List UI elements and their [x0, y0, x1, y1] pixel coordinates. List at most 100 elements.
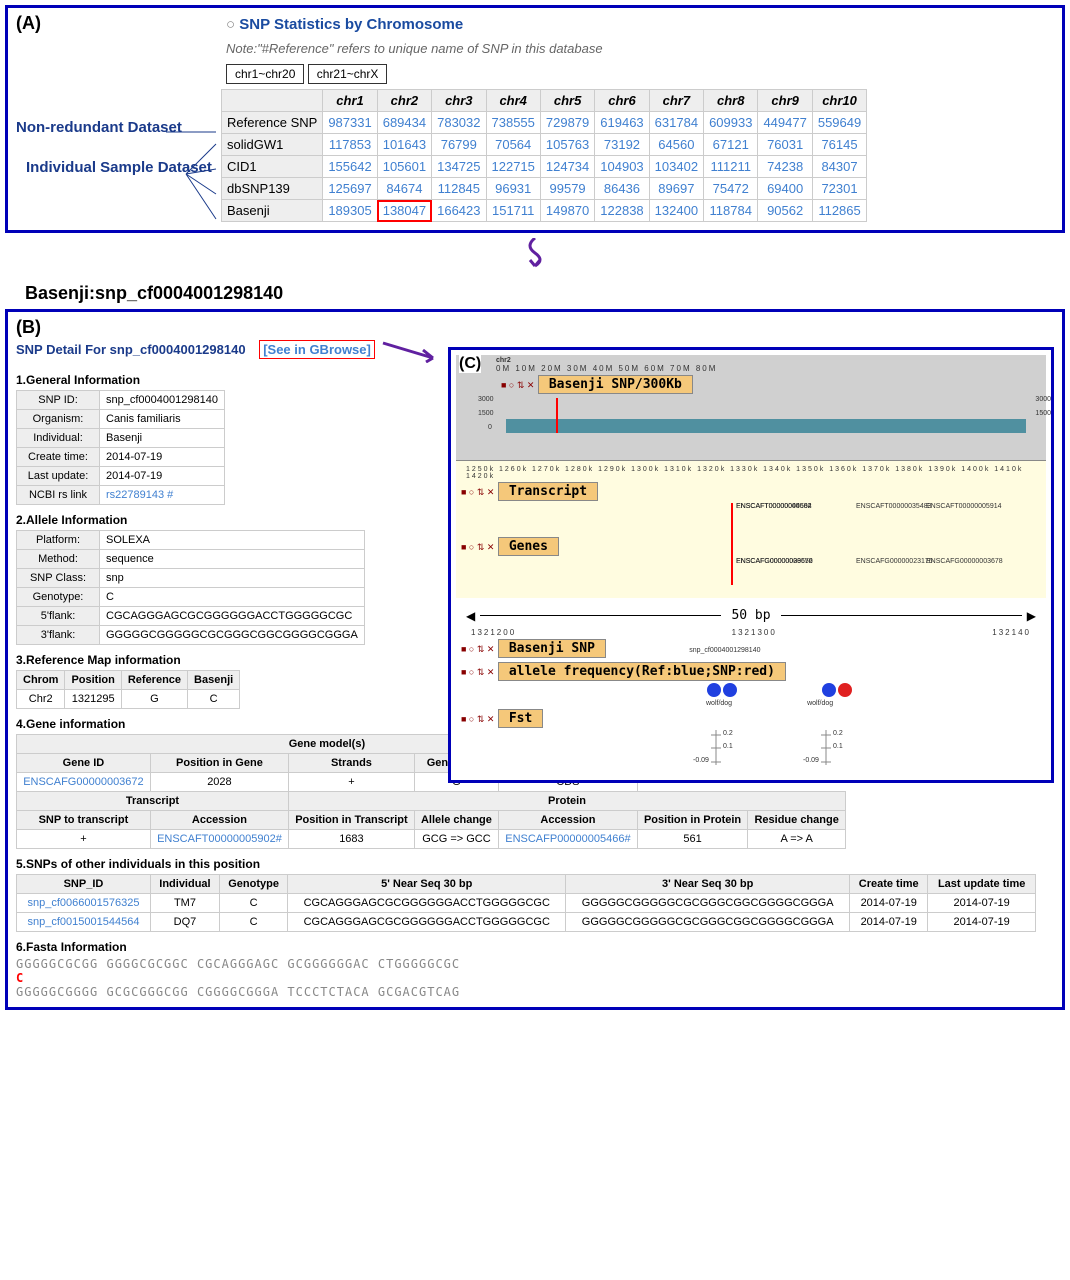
snp-count-link[interactable]: 987331	[323, 112, 377, 134]
col-header: Reference	[121, 671, 187, 690]
snp-link[interactable]: snp_cf0066001576325	[17, 894, 151, 913]
snp-count-link[interactable]: 111211	[704, 156, 758, 178]
snp-count-link[interactable]: 166423	[432, 200, 486, 222]
chr-header: chr7	[649, 90, 703, 112]
snp-marker-label[interactable]: snp_cf0004001298140	[689, 647, 760, 654]
gbrowse-overview[interactable]: chr2 0M 10M 20M 30M 40M 50M 60M 70M 80M …	[456, 355, 1046, 461]
snp-count-link[interactable]: 609933	[704, 112, 758, 134]
gene-link[interactable]: ENSCAFG00000003672	[17, 773, 151, 792]
snp-count-link[interactable]: 99579	[540, 178, 594, 200]
field-label: Platform:	[17, 531, 100, 550]
field-label: Organism:	[17, 410, 100, 429]
cell: 2028	[150, 773, 288, 792]
snp-count-link[interactable]: 122838	[595, 200, 649, 222]
snp-count-link[interactable]: 76031	[758, 134, 812, 156]
snp-count-link[interactable]: 90562	[758, 200, 812, 222]
snp-count-link[interactable]: 105601	[377, 156, 431, 178]
scroll-left-icon[interactable]: ◀	[466, 609, 475, 623]
track-genes[interactable]: Genes	[498, 537, 559, 556]
snp-count-link[interactable]: 72301	[812, 178, 866, 200]
snp-count-link[interactable]: 689434	[377, 112, 431, 134]
track-controls-icon[interactable]: ■ ○ ⇅ ✕	[461, 542, 494, 552]
table-row: SNP Class:snp	[17, 569, 365, 588]
chr-header: chr10	[812, 90, 866, 112]
snp-count-link[interactable]: 112845	[432, 178, 486, 200]
cell: G	[121, 690, 187, 709]
gbrowse-link[interactable]: [See in GBrowse]	[259, 340, 375, 359]
snp-count-link[interactable]: 74238	[758, 156, 812, 178]
snp-count-link[interactable]: 96931	[486, 178, 540, 200]
gbrowse-detail[interactable]: ◀ 50 bp ▶ 13212001321300132140 ■ ○ ⇅ ✕ B…	[456, 598, 1046, 775]
field-value: snp_cf0004001298140	[100, 391, 225, 410]
table-row: CID1155642105601134725122715124734104903…	[222, 156, 867, 178]
track-basenji-snp[interactable]: Basenji SNP	[498, 639, 606, 658]
snp-count-link[interactable]: 125697	[323, 178, 377, 200]
snp-count-link[interactable]: 75472	[704, 178, 758, 200]
track-controls-icon[interactable]: ■ ○ ⇅ ✕	[461, 487, 494, 497]
track-fst[interactable]: Fst	[498, 709, 543, 728]
ref-dot-icon	[707, 683, 721, 697]
scroll-right-icon[interactable]: ▶	[1027, 609, 1036, 623]
snp-count-link[interactable]: 103402	[649, 156, 703, 178]
snp-count-link[interactable]: 112865	[812, 200, 866, 222]
snp-count-link[interactable]: 69400	[758, 178, 812, 200]
snp-count-link[interactable]: 449477	[758, 112, 812, 134]
snp-count-link[interactable]: 67121	[704, 134, 758, 156]
snp-count-link[interactable]: 73192	[595, 134, 649, 156]
snp-count-link[interactable]: 84674	[377, 178, 431, 200]
snp-count-link[interactable]: 122715	[486, 156, 540, 178]
track-controls-icon[interactable]: ■ ○ ⇅ ✕	[461, 667, 494, 677]
snp-count-link[interactable]: 134725	[432, 156, 486, 178]
snp-count-link[interactable]: 101643	[377, 134, 431, 156]
snp-count-link[interactable]: 619463	[595, 112, 649, 134]
track-controls-icon[interactable]: ■ ○ ⇅ ✕	[501, 380, 534, 390]
accession-link[interactable]: ENSCAFP00000005466#	[499, 830, 638, 849]
snp-count-link[interactable]: 84307	[812, 156, 866, 178]
track-controls-icon[interactable]: ■ ○ ⇅ ✕	[461, 644, 494, 654]
snp-count-link[interactable]: 70564	[486, 134, 540, 156]
snp-count-link[interactable]: 118784	[704, 200, 758, 222]
snp-count-link[interactable]: 89697	[649, 178, 703, 200]
snp-count-link[interactable]: 64560	[649, 134, 703, 156]
snp-count-link[interactable]: 149870	[540, 200, 594, 222]
snp-count-link[interactable]: 151711	[486, 200, 540, 222]
track-controls-icon[interactable]: ■ ○ ⇅ ✕	[461, 714, 494, 724]
accession-link[interactable]: ENSCAFT00000005902#	[150, 830, 288, 849]
field-label: 5'flank:	[17, 607, 100, 626]
snp-count-link[interactable]: 189305	[323, 200, 377, 222]
cell: 561	[637, 830, 748, 849]
snp-count-link[interactable]: 86436	[595, 178, 649, 200]
col-header: Residue change	[748, 811, 846, 830]
snp-count-link[interactable]: 117853	[323, 134, 377, 156]
tab-chr21-x[interactable]: chr21~chrX	[308, 64, 388, 84]
snp-count-link[interactable]: 76799	[432, 134, 486, 156]
snp-count-link[interactable]: 738555	[486, 112, 540, 134]
snp-count-link[interactable]: 138047	[377, 200, 431, 222]
chr-range-tabs: chr1~chr20 chr21~chrX	[226, 64, 1054, 84]
track-transcript[interactable]: Transcript	[498, 482, 598, 501]
cell: DQ7	[150, 913, 219, 932]
col-header: Create time	[850, 875, 928, 894]
snp-link[interactable]: snp_cf0015001544564	[17, 913, 151, 932]
gbrowse-region[interactable]: 1250k 1260k 1270k 1280k 1290k 1300k 1310…	[456, 461, 1046, 598]
flow-arrow-icon	[5, 238, 1065, 275]
snp-count-link[interactable]: 155642	[323, 156, 377, 178]
cell: 1321295	[65, 690, 121, 709]
tab-chr1-20[interactable]: chr1~chr20	[226, 64, 304, 84]
section-5-header: 5.SNPs of other individuals in this posi…	[16, 857, 1054, 871]
snp-count-link[interactable]: 132400	[649, 200, 703, 222]
snp-count-link[interactable]: 783032	[432, 112, 486, 134]
snp-count-link[interactable]: 105763	[540, 134, 594, 156]
snp-count-link[interactable]: 631784	[649, 112, 703, 134]
snp-count-link[interactable]: 76145	[812, 134, 866, 156]
snp-count-link[interactable]: 559649	[812, 112, 866, 134]
track-snp-density[interactable]: Basenji SNP/300Kb	[538, 375, 693, 394]
snp-count-link[interactable]: 729879	[540, 112, 594, 134]
ref-dot-icon	[822, 683, 836, 697]
snp-count-link[interactable]: 124734	[540, 156, 594, 178]
cell: 2014-07-19	[928, 913, 1036, 932]
chr-header: chr1	[323, 90, 377, 112]
ncbi-link[interactable]: rs22789143 #	[100, 486, 225, 505]
snp-count-link[interactable]: 104903	[595, 156, 649, 178]
track-allele-freq[interactable]: allele frequency(Ref:blue;SNP:red)	[498, 662, 786, 681]
